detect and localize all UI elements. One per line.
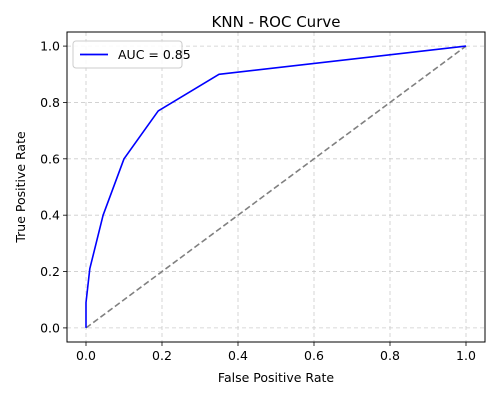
series-layer	[85, 45, 467, 329]
y-tick-label: 0.4	[40, 208, 60, 223]
y-tick-label: 0.8	[40, 95, 60, 110]
chance-diagonal-line	[85, 45, 467, 329]
y-tick-label: 0.6	[40, 151, 60, 166]
x-tick-label: 0.4	[228, 348, 248, 363]
roc-curve-line	[85, 45, 467, 328]
tick-layer: 0.0 0.2 0.4 0.6 0.8 1.0 0.0 0.2 0.4 0.6 0.8 1.0	[40, 39, 476, 363]
legend-label-auc: AUC = 0.85	[118, 47, 191, 62]
plot-frame	[66, 31, 486, 343]
y-tick-label: 1.0	[40, 39, 60, 54]
x-tick-label: 0.0	[76, 348, 96, 363]
y-tick-label: 0.2	[40, 264, 60, 279]
legend-box	[72, 40, 183, 69]
x-axis-label: False Positive Rate	[218, 370, 334, 385]
y-axis-label: True Positive Rate	[13, 131, 28, 244]
y-tick-label: 0.0	[40, 320, 60, 335]
x-tick-label: 0.2	[152, 348, 172, 363]
grid-layer	[67, 32, 485, 342]
chart-title: KNN - ROC Curve	[212, 13, 341, 31]
x-tick-label: 0.6	[304, 348, 324, 363]
legend: AUC = 0.85	[72, 40, 191, 69]
x-tick-label: 1.0	[456, 348, 476, 363]
x-tick-label: 0.8	[380, 348, 400, 363]
